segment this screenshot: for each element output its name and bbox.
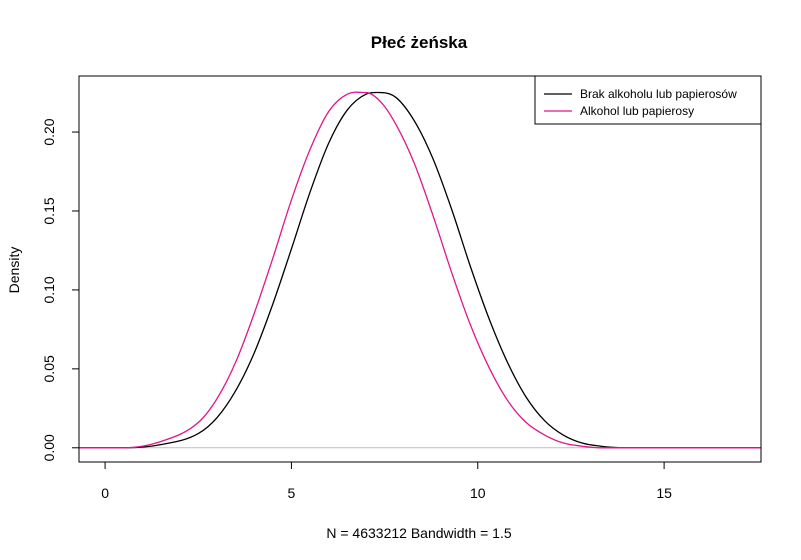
legend-box (534, 75, 762, 125)
y-tick-label: 0.10 (41, 276, 57, 303)
series-line-1 (79, 91, 761, 449)
y-axis-label: Density (6, 247, 22, 294)
y-tick-label: 0.05 (41, 355, 57, 382)
chart-title: Płeć żeńska (371, 33, 468, 52)
x-axis-label: N = 4633212 Bandwidth = 1.5 (326, 525, 511, 541)
y-tick-label: 0.15 (41, 197, 57, 224)
x-tick-label: 15 (656, 485, 672, 501)
x-tick-label: 0 (101, 485, 109, 501)
x-tick-label: 5 (288, 485, 296, 501)
x-axis: 0 5 10 15 (101, 461, 672, 501)
y-axis: 0.00 0.05 0.10 0.15 0.20 (41, 118, 80, 461)
legend-label: Alkohol lub papierosy (580, 104, 694, 118)
x-tick-label: 10 (470, 485, 486, 501)
legend: Brak alkoholu lub papierosów Alkohol lub … (534, 75, 762, 125)
plot-frame (78, 75, 762, 463)
y-tick-label: 0.00 (41, 434, 57, 461)
series-line-2 (79, 91, 761, 449)
y-tick-label: 0.20 (41, 118, 57, 145)
legend-label: Brak alkoholu lub papierosów (580, 87, 737, 101)
